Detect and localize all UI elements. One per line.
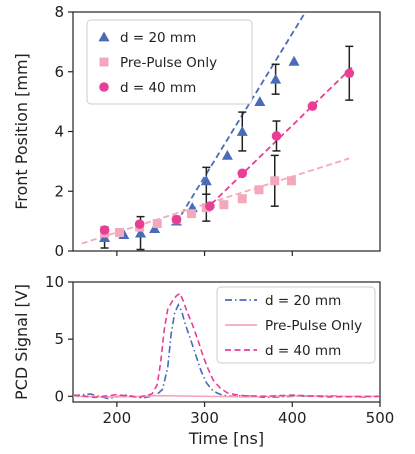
data-point bbox=[221, 149, 233, 160]
data-point bbox=[186, 209, 196, 219]
legend-marker bbox=[99, 82, 109, 92]
data-point bbox=[152, 219, 162, 229]
legend-label: d = 20 mm bbox=[120, 30, 196, 46]
plot-area bbox=[81, 12, 355, 251]
data-point bbox=[270, 73, 282, 84]
data-point bbox=[237, 194, 247, 204]
fit-line bbox=[175, 12, 307, 224]
y-tick-label: 0 bbox=[54, 387, 64, 405]
y-tick-label: 6 bbox=[54, 63, 64, 81]
data-point bbox=[149, 223, 161, 233]
x-axis-label: Time [ns] bbox=[188, 429, 264, 448]
legend: d = 20 mm Pre-Pulse Only d = 40 mm bbox=[86, 19, 253, 105]
data-point bbox=[254, 185, 264, 195]
data-point bbox=[134, 219, 145, 229]
legend-label: d = 40 mm bbox=[120, 80, 196, 96]
data-point bbox=[288, 55, 300, 66]
pcd-signal-panel: 200 300 400 500 0 5 10 PCD Signal [V] Time [ns] d… bbox=[12, 273, 394, 448]
y-tick-label: 4 bbox=[54, 123, 64, 141]
data-point bbox=[135, 227, 147, 238]
x-tick-label: 300 bbox=[190, 409, 219, 427]
legend-label: Pre-Pulse Only bbox=[120, 55, 217, 71]
legend-box bbox=[86, 19, 253, 105]
data-point bbox=[307, 101, 318, 111]
y-tick-label: 2 bbox=[54, 182, 64, 200]
data-point bbox=[254, 96, 266, 107]
data-point bbox=[171, 214, 182, 225]
fit-line bbox=[203, 65, 355, 212]
plot-area bbox=[73, 292, 380, 400]
legend: d = 20 mm Pre-Pulse Only d = 40 mm bbox=[216, 286, 376, 364]
front-position-panel: 0 2 4 6 8 Front Position [mm] d = 20 mm Pre-Pul… bbox=[12, 3, 381, 260]
legend-marker bbox=[98, 31, 110, 42]
y-axis-label: Front Position [mm] bbox=[12, 53, 31, 210]
x-tick-label: 400 bbox=[278, 409, 307, 427]
data-point bbox=[236, 126, 248, 136]
legend-marker bbox=[99, 57, 109, 67]
legend-box bbox=[216, 286, 376, 364]
data-point bbox=[271, 131, 282, 141]
data-point bbox=[237, 168, 248, 179]
data-point bbox=[344, 68, 355, 79]
x-tick-label: 500 bbox=[366, 409, 395, 427]
y-tick-label: 8 bbox=[54, 3, 64, 21]
y-tick-label: 0 bbox=[54, 242, 64, 260]
plot-frame bbox=[72, 281, 381, 403]
data-point bbox=[200, 175, 212, 186]
legend-label: d = 20 mm bbox=[265, 293, 341, 309]
y-tick-label: 10 bbox=[45, 273, 64, 291]
fit-line bbox=[81, 157, 350, 245]
data-point bbox=[99, 225, 110, 235]
data-point bbox=[219, 200, 229, 210]
y-axis-label: PCD Signal [V] bbox=[12, 284, 31, 400]
y-tick-label: 5 bbox=[54, 330, 64, 348]
data-point bbox=[205, 201, 215, 211]
x-tick-label: 200 bbox=[103, 409, 132, 427]
data-point bbox=[270, 176, 280, 186]
data-point bbox=[114, 227, 124, 237]
legend-label: d = 40 mm bbox=[265, 343, 341, 359]
data-point bbox=[286, 176, 296, 186]
legend-label: Pre-Pulse Only bbox=[265, 318, 362, 334]
